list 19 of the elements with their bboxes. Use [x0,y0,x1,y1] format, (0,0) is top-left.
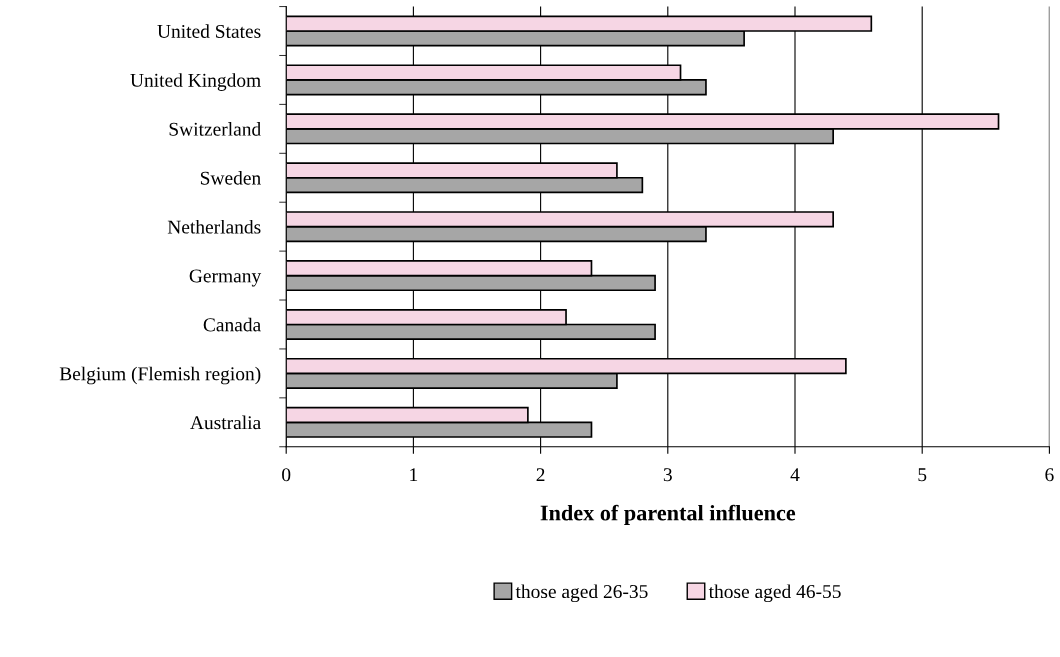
y-tick-label: Netherlands [167,219,261,234]
x-axis-title: Index of parental influence [540,504,796,526]
y-tick-label: United States [157,24,261,38]
y-tick-label: Belgium (Flemish region) [59,366,261,385]
x-tick-label: 5 [918,468,927,482]
x-tick-label: 2 [536,468,545,482]
y-tick-label: Australia [190,415,261,430]
x-tick-label: 6 [1045,468,1054,482]
x-tick-label: 4 [790,468,800,482]
legend-label: those aged 26-35 [515,584,648,603]
x-tick-label: 3 [663,468,672,482]
legend-label: those aged 46-55 [708,584,841,603]
x-tick-label: 1 [410,468,418,482]
y-tick-label: Sweden [200,171,261,185]
y-tick-label: Germany [189,269,262,287]
y-tick-label: United Kingdom [130,73,261,91]
y-tick-label: Switzerland [169,122,261,136]
x-tick-label: 0 [282,468,291,482]
y-tick-label: Canada [203,317,261,332]
